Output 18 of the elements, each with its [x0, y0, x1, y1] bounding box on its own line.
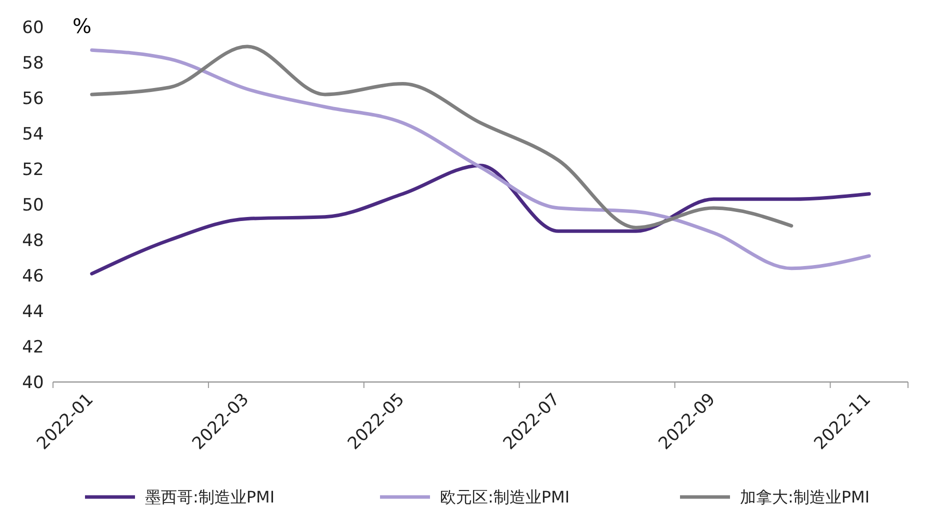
y-tick-label: 58: [22, 53, 44, 74]
y-tick-label: 52: [22, 160, 44, 180]
line-series: [90, 48, 871, 270]
legend-label: 加拿大:制造业PMI: [740, 488, 870, 507]
line-series: [90, 164, 871, 276]
legend-label: 墨西哥:制造业PMI: [145, 488, 275, 507]
legend-label: 欧元区:制造业PMI: [440, 488, 570, 507]
y-tick-label: 40: [22, 372, 44, 393]
y-tick-label: 44: [22, 302, 44, 322]
y-tick-label: 54: [22, 124, 44, 144]
y-tick-label: 46: [22, 266, 44, 286]
y-tick-label: 50: [22, 195, 44, 216]
line-series: [90, 44, 794, 230]
y-tick-label: 42: [22, 337, 44, 358]
y-axis-title: %: [72, 14, 92, 38]
y-tick-label: 60: [22, 18, 44, 38]
y-tick-label: 48: [22, 230, 44, 251]
y-tick-label: 56: [22, 88, 44, 109]
